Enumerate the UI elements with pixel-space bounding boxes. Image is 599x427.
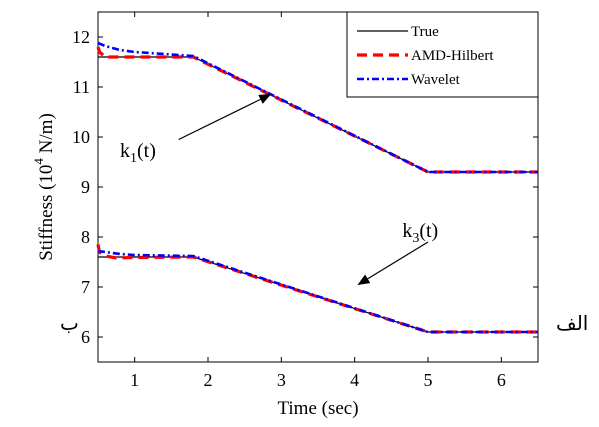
svg-text:Stiffness (104 N/m): Stiffness (104 N/m) [31, 113, 57, 261]
series-line-amd-hilbert-1 [96, 46, 538, 174]
y-axis-label-exponent: 4 [31, 158, 46, 165]
side-label-right: الف [556, 311, 589, 335]
annotation-layer: k1(t) k3(t) [120, 93, 438, 286]
y-tick-label: 9 [81, 177, 90, 197]
legend-label-2: AMD-Hilbert [411, 48, 494, 64]
y-tick-label: 7 [81, 277, 90, 297]
legend-label-1: True [411, 24, 439, 40]
legend-label-3: Wavelet [411, 72, 461, 88]
x-tick-label: 3 [277, 370, 286, 390]
y-tick-label: 6 [81, 327, 90, 347]
x-tick-label: 4 [350, 370, 359, 390]
y-tick-label: 11 [73, 77, 90, 97]
series-line-wavelet-2 [97, 249, 538, 334]
x-tick-label: 6 [497, 370, 506, 390]
annotation-arrow-2 [357, 241, 429, 286]
annotation-label-1: k1(t) [120, 140, 156, 166]
x-tick-label: 1 [130, 370, 139, 390]
y-tick-label: 12 [72, 27, 90, 47]
y-axis-label: Stiffness (104 N/m) [31, 113, 57, 261]
annotation-arrow-1 [178, 93, 272, 141]
x-axis-label: Time (sec) [277, 398, 358, 419]
annotation-label-2: k3(t) [402, 220, 438, 246]
y-axis-label-main: Stiffness (10 [36, 165, 57, 261]
y-tick-label: 10 [72, 127, 90, 147]
x-tick-label: 2 [204, 370, 213, 390]
series-layer [96, 41, 538, 334]
legend: True AMD-Hilbert Wavelet [346, 11, 539, 98]
side-label-left: ب [60, 311, 79, 335]
y-axis-label-unit: N/m) [36, 113, 57, 158]
y-tick-label: 8 [81, 227, 90, 247]
x-tick-label: 5 [424, 370, 433, 390]
